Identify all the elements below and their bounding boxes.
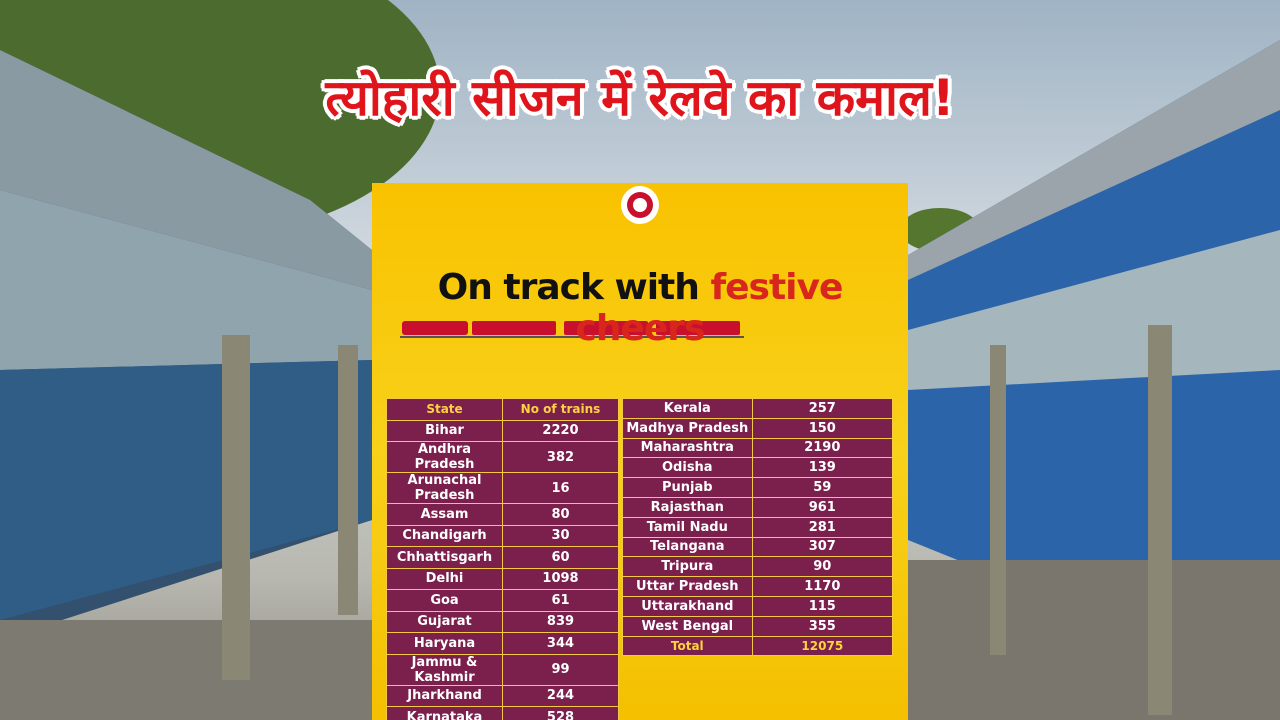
title-part: festive cheers <box>575 267 844 349</box>
table-row: Punjab 59 <box>622 477 894 498</box>
table-cell: 1098 <box>502 567 619 590</box>
table-cell: 257 <box>751 398 894 419</box>
table-row: Delhi 1098 <box>386 567 619 590</box>
table-cell: 281 <box>751 516 894 538</box>
poster-title: On track with festive cheers <box>372 267 908 349</box>
table-row: Madhya Pradesh 150 <box>622 417 894 439</box>
table-row: Assam 80 <box>386 503 619 526</box>
table-row: Kerala 257 <box>622 398 894 419</box>
table-cell: Telangana <box>622 536 753 558</box>
table-cell: Punjab <box>622 477 753 498</box>
table-row: Chhattisgarh 60 <box>386 546 619 569</box>
poster: On track with festive cheers State No of … <box>372 183 908 720</box>
table-cell: Tamil Nadu <box>622 516 753 538</box>
table-cell: No of trains <box>502 398 619 421</box>
table-cell: 99 <box>502 653 619 686</box>
table-cell: 60 <box>502 546 619 569</box>
table-cell: Assam <box>386 503 503 526</box>
table-cell: Delhi <box>386 567 503 590</box>
table-row: Karnataka 528 <box>386 706 619 720</box>
table-cell: Rajasthan <box>622 496 753 518</box>
poster-graphics <box>400 186 744 338</box>
table-cell: Uttarakhand <box>622 595 753 617</box>
table-cell: 90 <box>751 556 894 578</box>
table-cell: 150 <box>751 417 894 439</box>
total-row: Total 12075 <box>622 635 894 657</box>
table-row: Tripura 90 <box>622 556 894 578</box>
table-row: Chandigarh 30 <box>386 524 619 547</box>
title-part: On track with <box>437 267 700 308</box>
table-left: State No of trains Bihar 2220 Andhra Pradesh… <box>386 398 619 720</box>
table-cell: Chandigarh <box>386 524 503 547</box>
table-row: Jharkhand 244 <box>386 684 619 707</box>
table-cell: Karnataka <box>386 706 503 720</box>
table-cell: 344 <box>502 632 619 655</box>
table-cell: 61 <box>502 589 619 612</box>
table-row: West Bengal 355 <box>622 615 894 637</box>
table-row: Goa 61 <box>386 589 619 612</box>
table-cell: Arunachal Pradesh <box>386 472 503 504</box>
header-row: State No of trains <box>386 398 619 421</box>
table-cell: 59 <box>751 477 894 498</box>
table-cell: Tripura <box>622 556 753 578</box>
table-cell: 355 <box>751 615 894 637</box>
table-cell: State <box>386 398 503 421</box>
table-cell: Total <box>622 635 753 657</box>
table-cell: 528 <box>502 706 619 720</box>
table-cell: Jharkhand <box>386 684 503 707</box>
table-cell: West Bengal <box>622 615 753 637</box>
table-cell: Haryana <box>386 632 503 655</box>
table-row: Arunachal Pradesh 16 <box>386 472 619 504</box>
table-cell: 307 <box>751 536 894 558</box>
table-cell: 382 <box>502 441 619 473</box>
table-cell: Gujarat <box>386 610 503 633</box>
table-cell: Kerala <box>622 398 753 419</box>
table-cell: 839 <box>502 610 619 633</box>
table-row: Gujarat 839 <box>386 610 619 633</box>
headline: त्योहारी सीजन में रेलवे का कमाल! <box>325 69 955 127</box>
table-cell: Uttar Pradesh <box>622 576 753 597</box>
table-row: Maharashtra 2190 <box>622 437 894 459</box>
table-row: Rajasthan 961 <box>622 496 894 518</box>
table-cell: 244 <box>502 684 619 707</box>
table-row: Bihar 2220 <box>386 419 619 442</box>
table-cell: 961 <box>751 496 894 518</box>
table-cell: 12075 <box>751 635 894 657</box>
table-cell: 1170 <box>751 576 894 597</box>
table-right: Kerala 257 Madhya Pradesh 150 Maharashtra 219… <box>622 398 894 657</box>
table-cell: Goa <box>386 589 503 612</box>
table-cell: Bihar <box>386 419 503 442</box>
table-row: Jammu & Kashmir 99 <box>386 653 619 686</box>
table-cell: 80 <box>502 503 619 526</box>
table-row: Uttarakhand 115 <box>622 595 894 617</box>
table-cell: 2220 <box>502 419 619 442</box>
table-cell: Andhra Pradesh <box>386 441 503 473</box>
table-cell: Jammu & Kashmir <box>386 653 503 686</box>
table-cell: 139 <box>751 457 894 479</box>
table-cell: 30 <box>502 524 619 547</box>
table-row: Telangana 307 <box>622 536 894 558</box>
table-row: Uttar Pradesh 1170 <box>622 576 894 597</box>
table-row: Haryana 344 <box>386 632 619 655</box>
table-cell: Madhya Pradesh <box>622 417 753 439</box>
table-cell: 115 <box>751 595 894 617</box>
table-cell: Maharashtra <box>622 437 753 459</box>
table-cell: 2190 <box>751 437 894 459</box>
table-row: Andhra Pradesh 382 <box>386 441 619 473</box>
table-cell: 16 <box>502 472 619 504</box>
table-row: Tamil Nadu 281 <box>622 516 894 538</box>
table-row: Odisha 139 <box>622 457 894 479</box>
table-cell: Chhattisgarh <box>386 546 503 569</box>
table-cell: Odisha <box>622 457 753 479</box>
